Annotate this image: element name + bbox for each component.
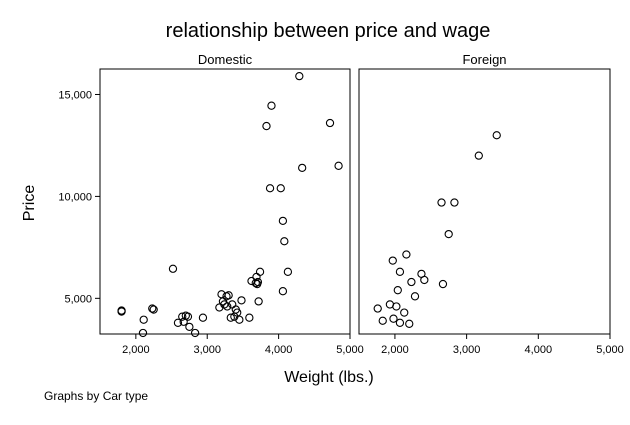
data-point (276, 184, 285, 193)
data-point (278, 216, 288, 226)
data-point (295, 71, 304, 81)
data-point (185, 322, 194, 332)
data-point (392, 302, 401, 311)
data-point (325, 118, 335, 128)
data-point (438, 279, 448, 289)
data-point (405, 319, 414, 328)
data-point (168, 264, 178, 273)
data-point (245, 313, 254, 322)
data-point (178, 312, 187, 321)
panel-domestic: Domestic 2,000 3,000 4,000 5,000 (99, 52, 364, 356)
panel-title: Foreign (462, 52, 506, 67)
data-point (149, 305, 158, 314)
data-point (173, 318, 183, 327)
x-tick-label: 4,000 (265, 344, 293, 356)
y-tick-label: 15,000 (58, 89, 92, 101)
data-point (235, 315, 244, 324)
data-point (402, 250, 411, 259)
data-point (254, 297, 263, 306)
x-axis-label: Weight (lbs.) (284, 369, 374, 386)
x-tick-label: 3,000 (453, 344, 481, 356)
data-point (407, 277, 416, 287)
data-point (298, 163, 307, 173)
chart-title: relationship between price and wage (166, 20, 491, 42)
y-tick-label: 10,000 (58, 191, 92, 203)
data-point (378, 316, 387, 325)
data-point (395, 318, 405, 327)
data-point (198, 313, 208, 322)
data-point (148, 304, 157, 313)
data-point (237, 296, 246, 305)
panel-frame (358, 68, 611, 335)
data-point (280, 237, 289, 246)
data-point (410, 292, 420, 301)
data-point (400, 308, 409, 317)
data-point (450, 198, 459, 207)
data-point (437, 198, 446, 207)
y-tick-label: 5,000 (64, 293, 92, 305)
data-point (138, 328, 148, 338)
data-point (262, 121, 271, 131)
data-point (223, 302, 232, 311)
data-point (393, 286, 402, 295)
data-point (395, 267, 405, 276)
data-point (255, 267, 265, 276)
data-point (389, 314, 398, 323)
data-point (226, 313, 235, 322)
panel-frame (99, 68, 351, 335)
data-point (388, 256, 397, 265)
data-point (334, 161, 343, 170)
x-tick-label: 5,000 (596, 344, 624, 356)
data-point (444, 229, 453, 239)
data-point (373, 304, 382, 313)
data-point (267, 101, 276, 110)
data-point (492, 131, 501, 140)
data-point (420, 275, 429, 285)
data-point (224, 291, 233, 300)
x-tick-label: 3,000 (193, 344, 221, 356)
panel-title: Domestic (198, 52, 253, 67)
y-axis-label: Price (21, 185, 38, 222)
x-tick-label: 2,000 (122, 344, 150, 356)
graph-by-note: Graphs by Car type (44, 389, 148, 403)
x-tick-label: 5,000 (336, 344, 364, 356)
x-tick-label: 4,000 (525, 344, 553, 356)
panels-layer: 5,000 10,000 15,000 Domestic 2,000 3,000 4,000… (58, 52, 623, 356)
data-point (117, 307, 126, 316)
data-point (265, 184, 275, 193)
x-tick-label: 2,000 (381, 344, 409, 356)
data-point (253, 277, 263, 287)
data-point (474, 151, 483, 160)
data-point (190, 328, 200, 338)
data-point (283, 267, 293, 276)
panel-foreign: Foreign 2,000 3,000 4,000 5,000 (358, 52, 624, 356)
data-point (278, 287, 288, 296)
data-point (183, 312, 193, 321)
data-point (139, 315, 148, 324)
